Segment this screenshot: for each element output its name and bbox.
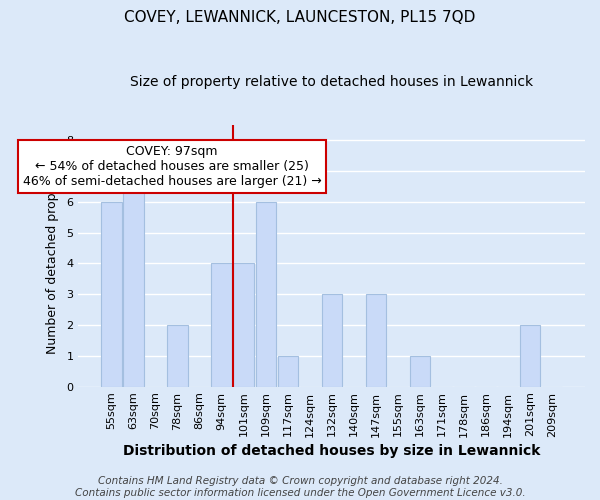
Bar [233,264,254,386]
Text: Contains HM Land Registry data © Crown copyright and database right 2024.
Contai: Contains HM Land Registry data © Crown c… [74,476,526,498]
Text: COVEY: 97sqm
← 54% of detached houses are smaller (25)
46% of semi-detached hous: COVEY: 97sqm ← 54% of detached houses ar… [23,145,322,188]
Text: COVEY, LEWANNICK, LAUNCESTON, PL15 7QD: COVEY, LEWANNICK, LAUNCESTON, PL15 7QD [124,10,476,25]
Bar [520,325,540,386]
Y-axis label: Number of detached properties: Number of detached properties [46,158,59,354]
Bar [167,325,188,386]
Bar [101,202,122,386]
X-axis label: Distribution of detached houses by size in Lewannick: Distribution of detached houses by size … [123,444,541,458]
Title: Size of property relative to detached houses in Lewannick: Size of property relative to detached ho… [130,75,533,89]
Bar [322,294,342,386]
Bar [211,264,232,386]
Bar [365,294,386,386]
Bar [124,171,143,386]
Bar [278,356,298,386]
Bar [410,356,430,386]
Bar [256,202,276,386]
